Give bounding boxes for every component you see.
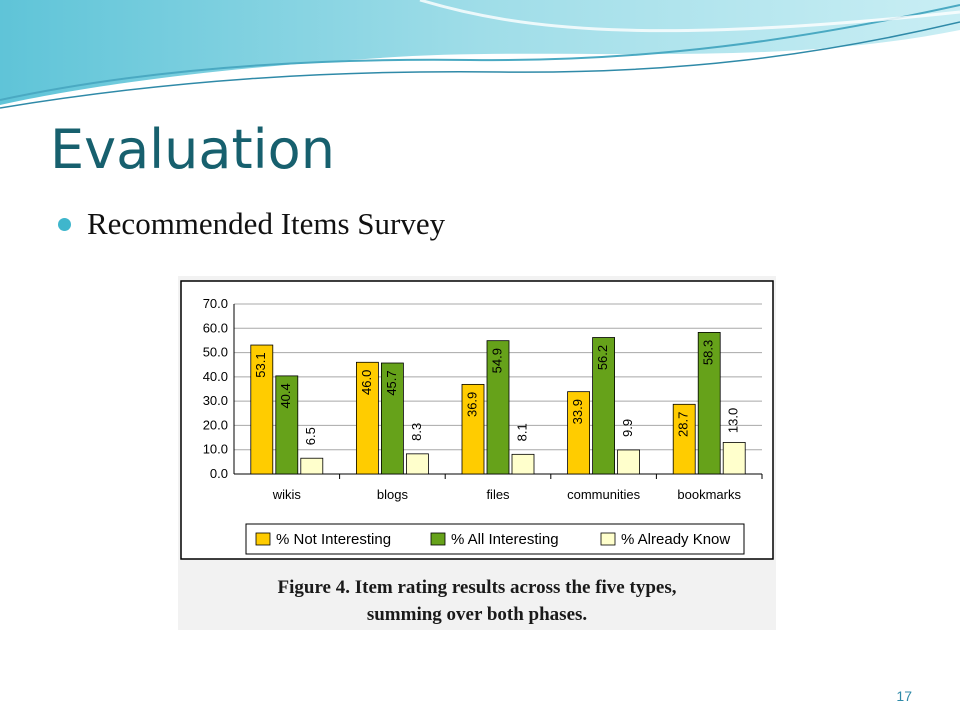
bar [672, 403, 696, 475]
data-label: 8.3 [409, 423, 424, 441]
y-tick-label: 40.0 [203, 369, 228, 384]
bar [511, 453, 535, 475]
bar [355, 361, 379, 475]
x-category-label: communities [567, 487, 640, 502]
bullet-text: Recommended Items Survey [87, 206, 446, 241]
bar [250, 344, 274, 475]
legend-box [245, 523, 745, 555]
data-label: 8.1 [514, 423, 529, 441]
bar [567, 391, 591, 475]
bar [380, 362, 404, 475]
data-label: 54.9 [489, 348, 504, 373]
x-category-label: wikis [272, 487, 302, 502]
data-label: 53.1 [253, 352, 268, 377]
data-label: 28.7 [676, 412, 691, 437]
legend-label: % Not Interesting [276, 531, 391, 548]
figure-caption-line-2: summing over both phases. [366, 604, 588, 625]
legend-swatch [600, 532, 616, 546]
legend-swatch [255, 532, 271, 546]
y-tick-label: 50.0 [203, 345, 228, 360]
bar [275, 375, 299, 475]
bar [300, 457, 324, 475]
data-label: 13.0 [726, 408, 741, 433]
data-label: 45.7 [384, 370, 399, 395]
x-category-label: files [486, 487, 510, 502]
x-category-label: blogs [377, 487, 409, 502]
bar [697, 332, 721, 475]
bar [592, 337, 616, 475]
y-tick-label: 20.0 [203, 417, 228, 432]
data-label: 56.2 [595, 345, 610, 370]
data-label: 33.9 [570, 399, 585, 424]
data-label: 6.5 [303, 427, 318, 445]
slide-title: Evaluation [50, 118, 335, 181]
figure: 0.0 10.0 20.0 30.0 40.0 50.0 60.0 70.0 wikis 53.1… [178, 276, 776, 630]
bar [461, 383, 485, 475]
data-label: 36.9 [464, 392, 479, 417]
bar-chart: 0.0 10.0 20.0 30.0 40.0 50.0 60.0 70.0 wikis 53.1… [180, 280, 774, 560]
bar [722, 442, 746, 475]
data-label: 9.9 [620, 419, 635, 437]
legend-label: % All Interesting [451, 531, 559, 548]
y-tick-label: 0.0 [210, 466, 228, 481]
data-label: 40.4 [278, 383, 293, 408]
y-tick-label: 60.0 [203, 320, 228, 335]
page-number: 17 [896, 688, 912, 704]
bullet-item: Recommended Items Survey [58, 206, 445, 242]
bar [405, 453, 429, 475]
bar [486, 340, 510, 475]
legend-swatch [430, 532, 446, 546]
y-tick-label: 10.0 [203, 442, 228, 457]
header-wave-decoration [0, 0, 960, 109]
bullet-dot-icon [58, 217, 71, 231]
figure-caption-line-1: Figure 4. Item rating results across the… [277, 577, 677, 598]
bar [617, 449, 641, 475]
data-label: 46.0 [359, 370, 374, 395]
y-tick-label: 30.0 [203, 393, 228, 408]
data-label: 58.3 [701, 340, 716, 365]
x-category-label: bookmarks [677, 487, 741, 502]
y-tick-label: 70.0 [203, 296, 228, 311]
legend-label: % Already Know [621, 531, 730, 548]
